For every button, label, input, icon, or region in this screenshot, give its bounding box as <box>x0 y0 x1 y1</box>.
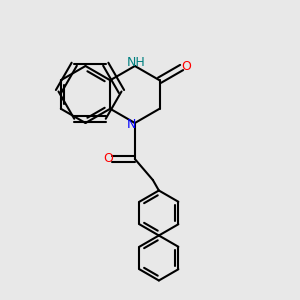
Text: N: N <box>127 118 136 131</box>
Text: O: O <box>181 59 191 73</box>
Text: O: O <box>103 152 113 166</box>
Text: NH: NH <box>127 56 146 70</box>
